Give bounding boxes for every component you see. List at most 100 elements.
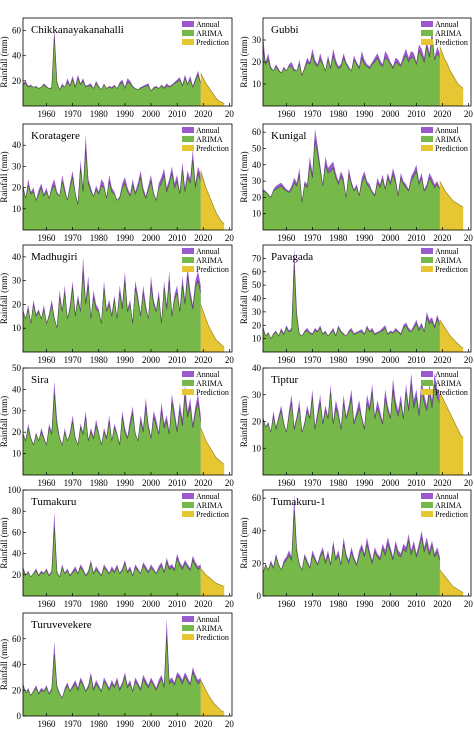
legend-label-annual: Annual (435, 370, 459, 379)
legend-swatch-arima (182, 502, 194, 508)
legend-label-annual: Annual (196, 20, 220, 29)
legend-label-prediction: Prediction (435, 510, 468, 519)
arima-line (263, 140, 441, 203)
x-tick-label: 1970 (303, 478, 322, 488)
x-tick-label: 1990 (116, 599, 135, 609)
y-tick-label: 60 (12, 634, 22, 644)
x-tick-label: 2010 (168, 109, 187, 119)
arima-line (23, 527, 201, 578)
x-tick-label: 1980 (329, 355, 348, 365)
y-tick-label: 40 (252, 160, 262, 170)
legend-swatch-prediction (182, 145, 194, 151)
plot-area (23, 380, 225, 475)
panel-title: Chikkanayakanahalli (31, 24, 124, 36)
prediction-line (200, 304, 225, 348)
y-axis-label: Rainfall (mm) (0, 36, 9, 87)
y-tick-label: 20 (252, 558, 262, 568)
legend-swatch-arima (182, 380, 194, 386)
x-tick-label: 20 (225, 478, 235, 488)
legend-label-arima: ARIMA (196, 379, 223, 388)
plot-area (23, 618, 225, 716)
x-tick-label: 1990 (355, 109, 374, 119)
arima-area (263, 265, 440, 352)
legend-label-annual: Annual (435, 247, 459, 256)
prediction-line (200, 73, 225, 104)
plot-area (23, 28, 225, 106)
x-tick-label: 2020 (433, 233, 452, 243)
x-tick-label: 1980 (329, 109, 348, 119)
legend-label-prediction: Prediction (196, 265, 229, 274)
legend-swatch-annual (421, 248, 433, 254)
legend-label-prediction: Prediction (196, 510, 229, 519)
legend-label-prediction: Prediction (196, 144, 229, 153)
panel-frame (22, 123, 233, 231)
y-tick-label: 30 (252, 176, 262, 186)
arima-area (263, 37, 440, 106)
arima-area (23, 271, 201, 352)
y-tick-label: 40 (12, 660, 22, 670)
prediction-line (200, 568, 225, 587)
prediction-area (200, 680, 225, 716)
y-tick-label: 80 (12, 506, 22, 516)
plot-area (23, 256, 225, 352)
legend-label-arima: ARIMA (435, 379, 462, 388)
legend-label-prediction: Prediction (435, 38, 468, 47)
prediction-line (439, 180, 464, 208)
y-axis-label: Rainfall (mm) (0, 639, 9, 690)
y-tick-label: 50 (252, 280, 262, 290)
plot-area (263, 247, 464, 352)
x-tick-label: 1980 (90, 478, 109, 488)
panel-title: Tumakuru-1 (271, 496, 326, 508)
x-tick-label: 2000 (142, 355, 161, 365)
x-tick-label: 1970 (303, 233, 322, 243)
arima-area (23, 636, 201, 716)
legend-swatch-arima (182, 136, 194, 142)
legend-label-arima: ARIMA (435, 256, 462, 265)
x-tick-label: 2020 (433, 109, 452, 119)
x-tick-label: 2020 (194, 478, 213, 488)
legend-swatch-arima (182, 257, 194, 263)
prediction-line (200, 427, 225, 465)
legend-label-annual: Annual (196, 492, 220, 501)
x-tick-label: 20 (225, 599, 235, 609)
x-tick-label: 1970 (303, 109, 322, 119)
x-tick-label: 2020 (433, 599, 452, 609)
y-tick-label: 30 (12, 276, 22, 286)
x-tick-label: 1960 (38, 719, 57, 728)
legend-label-prediction: Prediction (435, 388, 468, 397)
y-axis-label: Rainfall (mm) (239, 517, 249, 568)
legend-swatch-arima (421, 30, 433, 36)
x-tick-label: 2000 (142, 233, 161, 243)
x-tick-label: 2000 (142, 478, 161, 488)
arima-line (23, 36, 201, 92)
x-tick-label: 20 (464, 233, 474, 243)
x-tick-label: 1960 (277, 355, 296, 365)
legend-swatch-prediction (421, 145, 433, 151)
panel-title: Sira (31, 374, 49, 386)
x-tick-label: 2000 (142, 719, 161, 728)
y-tick-label: 20 (252, 417, 262, 427)
prediction-area (200, 427, 225, 475)
y-tick-label: 70 (252, 253, 262, 263)
prediction-line (439, 319, 464, 349)
x-tick-label: 1980 (329, 478, 348, 488)
legend-label-annual: Annual (435, 20, 459, 29)
x-tick-label: 2010 (407, 233, 426, 243)
x-tick-label: 1980 (90, 599, 109, 609)
legend-swatch-prediction (182, 389, 194, 395)
x-tick-label: 1990 (116, 719, 135, 728)
legend-label-annual: Annual (435, 126, 459, 135)
y-tick-label: 30 (252, 307, 262, 317)
legend-swatch-prediction (421, 39, 433, 45)
panel-title: Pavagada (271, 251, 313, 263)
legend-swatch-annual (421, 371, 433, 377)
legend-swatch-annual (182, 493, 194, 499)
y-tick-label: 40 (252, 526, 262, 536)
legend-label-annual: Annual (196, 615, 220, 624)
